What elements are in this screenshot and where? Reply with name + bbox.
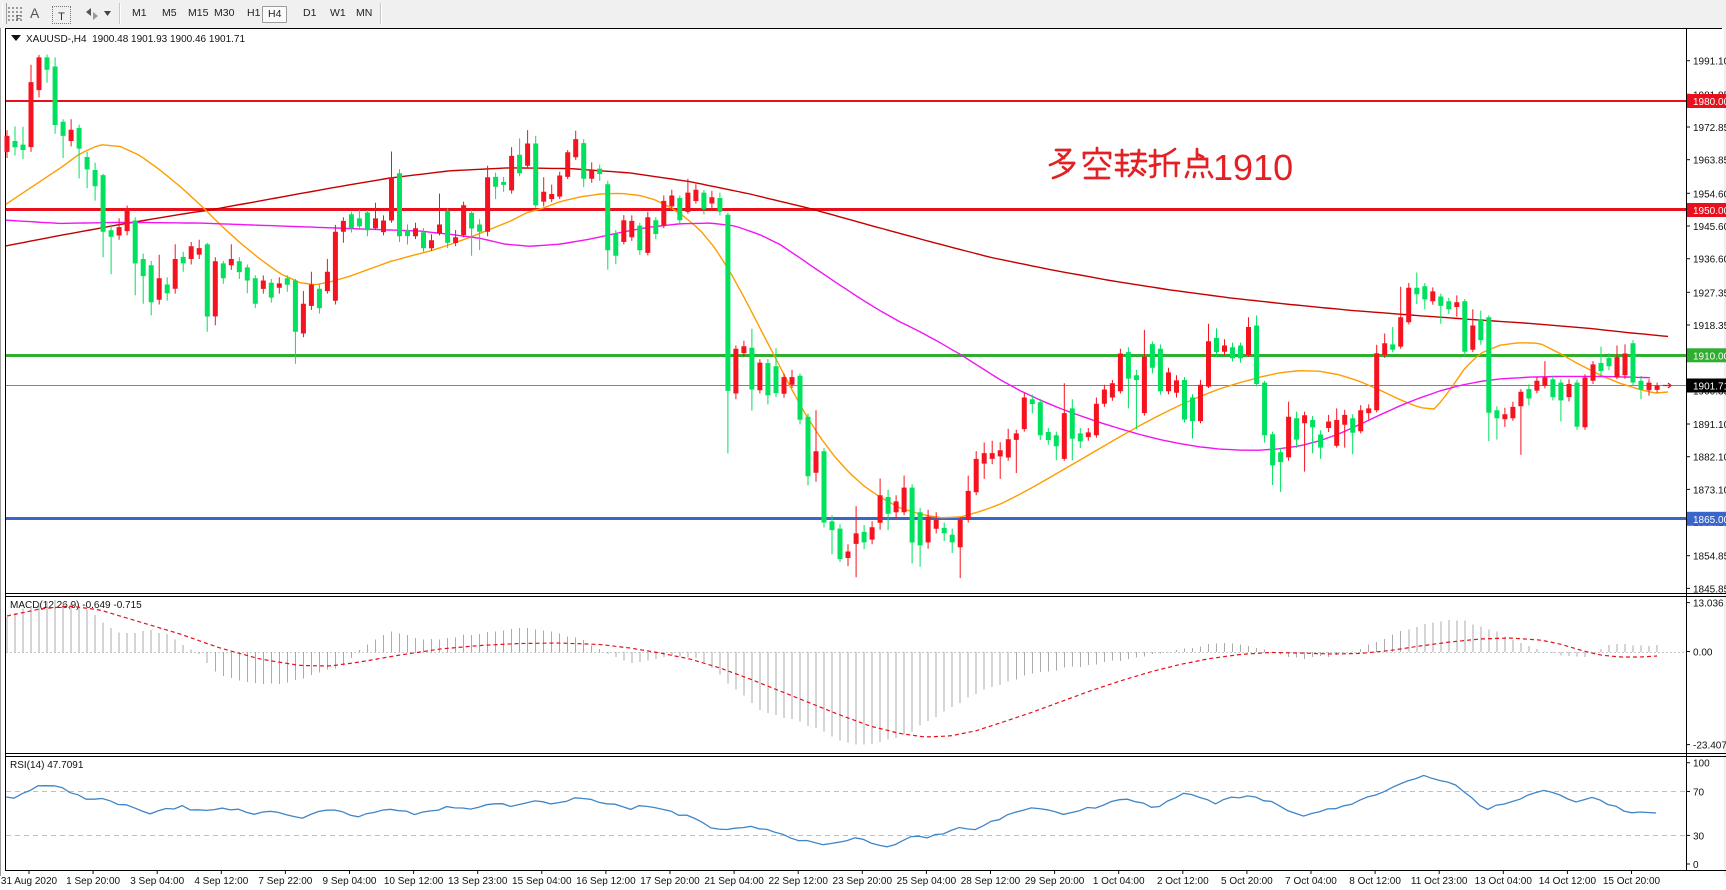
svg-text:1945.60: 1945.60	[1693, 222, 1726, 233]
svg-text:F: F	[16, 14, 21, 21]
svg-text:1918.35: 1918.35	[1693, 321, 1726, 332]
svg-text:30: 30	[1693, 831, 1705, 842]
svg-text:4 Sep 12:00: 4 Sep 12:00	[194, 876, 248, 887]
svg-text:1980.00: 1980.00	[1693, 97, 1726, 108]
svg-text:11 Oct 23:00: 11 Oct 23:00	[1411, 876, 1468, 887]
svg-text:8 Oct 12:00: 8 Oct 12:00	[1349, 876, 1401, 887]
svg-text:13 Sep 23:00: 13 Sep 23:00	[448, 876, 508, 887]
svg-text:21 Sep 04:00: 21 Sep 04:00	[704, 876, 764, 887]
svg-text:25 Sep 04:00: 25 Sep 04:00	[897, 876, 957, 887]
svg-text:RSI(14) 47.7091: RSI(14) 47.7091	[10, 760, 84, 771]
svg-text:15 Sep 04:00: 15 Sep 04:00	[512, 876, 572, 887]
svg-text:1873.10: 1873.10	[1693, 485, 1726, 496]
svg-text:13 Oct 04:00: 13 Oct 04:00	[1475, 876, 1533, 887]
svg-text:1954.60: 1954.60	[1693, 189, 1726, 200]
svg-text:0.00: 0.00	[1693, 648, 1713, 659]
svg-text:31 Aug 2020: 31 Aug 2020	[1, 876, 58, 887]
svg-text:1 Sep 20:00: 1 Sep 20:00	[66, 876, 120, 887]
svg-text:1891.10: 1891.10	[1693, 420, 1726, 431]
svg-text:14 Oct 12:00: 14 Oct 12:00	[1539, 876, 1597, 887]
svg-text:1 Oct 04:00: 1 Oct 04:00	[1093, 876, 1145, 887]
svg-text:1972.85: 1972.85	[1693, 123, 1726, 134]
svg-text:10 Sep 12:00: 10 Sep 12:00	[384, 876, 444, 887]
svg-text:1910: 1910	[1213, 147, 1293, 188]
svg-text:0: 0	[1693, 860, 1699, 871]
svg-text:17 Sep 20:00: 17 Sep 20:00	[640, 876, 700, 887]
svg-text:1845.85: 1845.85	[1693, 584, 1726, 595]
svg-text:29 Sep 20:00: 29 Sep 20:00	[1025, 876, 1085, 887]
svg-text:XAUUSD-,H4 1900.48 1901.93 19: XAUUSD-,H4 1900.48 1901.93 1900.46 1901.…	[26, 34, 245, 45]
svg-text:1901.71: 1901.71	[1693, 382, 1726, 393]
svg-text:1854.85: 1854.85	[1693, 552, 1726, 563]
svg-text:22 Sep 12:00: 22 Sep 12:00	[768, 876, 828, 887]
svg-text:23 Sep 20:00: 23 Sep 20:00	[833, 876, 893, 887]
svg-text:7 Sep 22:00: 7 Sep 22:00	[258, 876, 312, 887]
svg-text:-23.407: -23.407	[1693, 741, 1726, 752]
svg-text:1865.00: 1865.00	[1693, 515, 1726, 526]
svg-text:1963.85: 1963.85	[1693, 156, 1726, 167]
svg-text:13.036: 13.036	[1693, 599, 1724, 610]
svg-text:1910.00: 1910.00	[1693, 351, 1726, 362]
svg-text:100: 100	[1693, 759, 1710, 770]
svg-text:7 Oct 04:00: 7 Oct 04:00	[1285, 876, 1337, 887]
svg-text:9 Sep 04:00: 9 Sep 04:00	[323, 876, 377, 887]
svg-text:MACD(12,26,9) -0.649 -0.715: MACD(12,26,9) -0.649 -0.715	[10, 600, 142, 611]
svg-text:1882.10: 1882.10	[1693, 453, 1726, 464]
svg-text:70: 70	[1693, 788, 1705, 799]
svg-text:1936.60: 1936.60	[1693, 255, 1726, 266]
svg-text:1950.00: 1950.00	[1693, 206, 1726, 217]
svg-text:28 Sep 12:00: 28 Sep 12:00	[961, 876, 1021, 887]
svg-text:1991.10: 1991.10	[1693, 57, 1726, 68]
svg-text:3 Sep 04:00: 3 Sep 04:00	[130, 876, 184, 887]
svg-text:15 Oct 20:00: 15 Oct 20:00	[1603, 876, 1661, 887]
svg-text:2 Oct 12:00: 2 Oct 12:00	[1157, 876, 1209, 887]
svg-text:16 Sep 12:00: 16 Sep 12:00	[576, 876, 636, 887]
svg-text:1927.35: 1927.35	[1693, 288, 1726, 299]
svg-text:5 Oct 20:00: 5 Oct 20:00	[1221, 876, 1273, 887]
